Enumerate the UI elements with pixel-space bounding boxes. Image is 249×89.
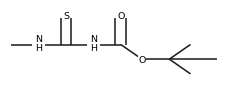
Text: N: N (35, 35, 42, 44)
Text: N: N (90, 35, 97, 44)
Text: O: O (117, 11, 124, 21)
Text: S: S (63, 11, 69, 21)
Text: O: O (138, 56, 146, 65)
Text: H: H (90, 44, 97, 53)
Text: H: H (35, 44, 42, 53)
